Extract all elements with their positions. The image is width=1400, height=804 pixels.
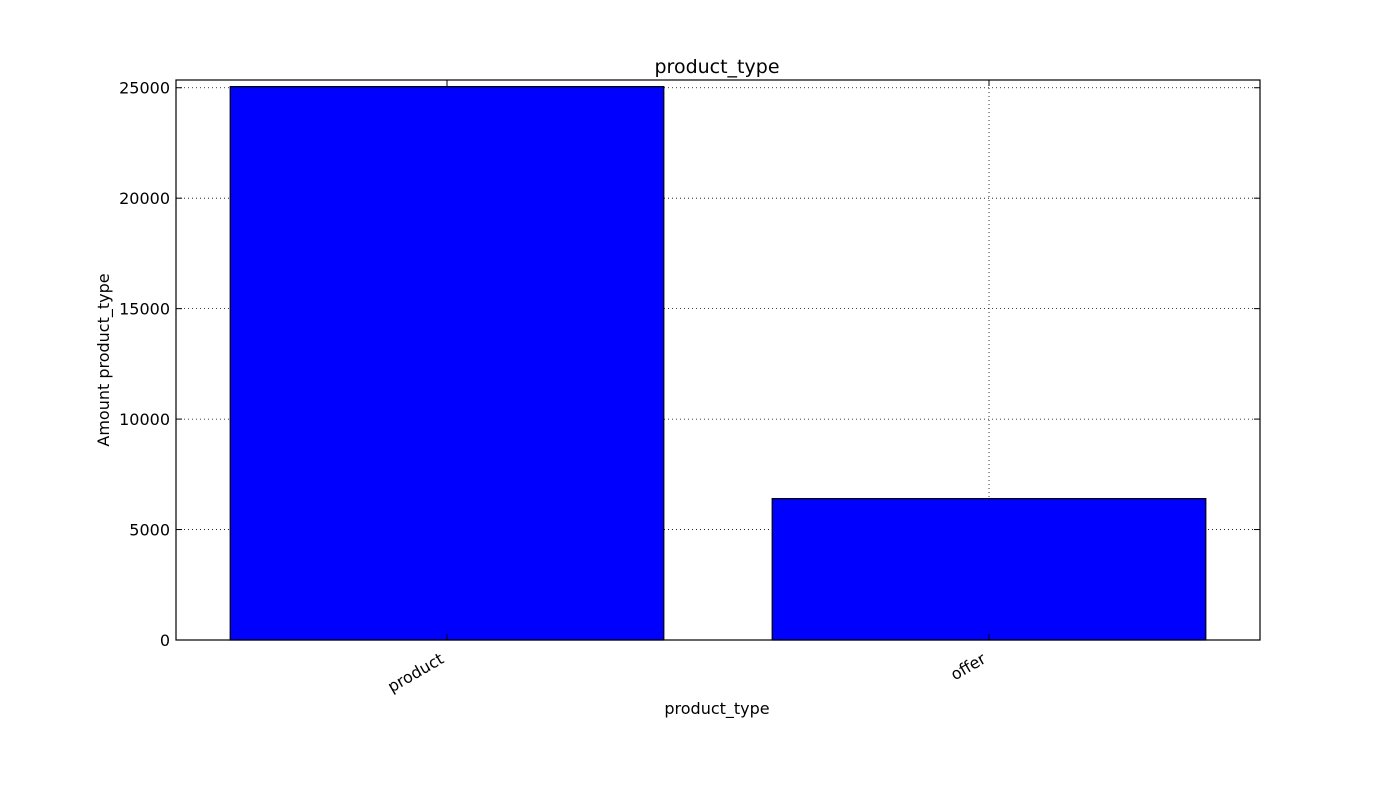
chart-title: product_type bbox=[654, 56, 779, 78]
x-tick-label-offer: offer bbox=[947, 649, 989, 684]
x-axis-label: product_type bbox=[664, 699, 769, 719]
y-tick-label: 20000 bbox=[119, 189, 170, 208]
y-axis-label: Amount product_type bbox=[94, 273, 114, 446]
y-tick-label: 15000 bbox=[119, 300, 170, 319]
y-tick-label: 10000 bbox=[119, 410, 170, 429]
y-tick-label: 0 bbox=[160, 631, 170, 650]
y-tick-label: 25000 bbox=[119, 79, 170, 98]
x-tick-label-product: product bbox=[384, 649, 447, 696]
bars bbox=[229, 86, 1207, 641]
plot-frame bbox=[175, 79, 1261, 641]
y-tick-label: 5000 bbox=[129, 521, 170, 540]
bar-offer bbox=[771, 498, 1207, 641]
bar-product bbox=[229, 86, 665, 641]
